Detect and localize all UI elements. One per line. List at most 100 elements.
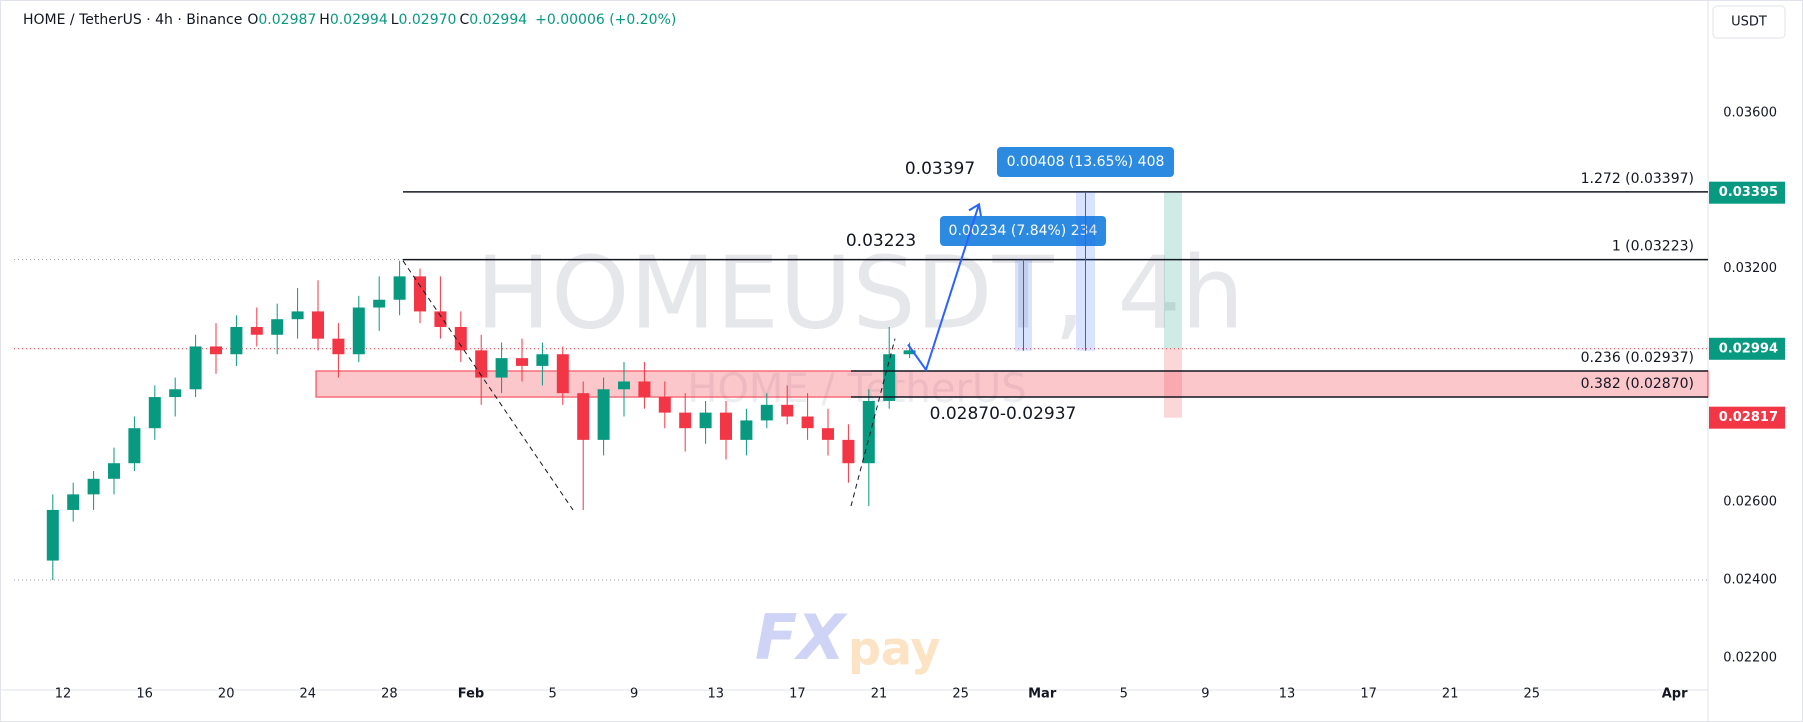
x-tick-label: 5 [1120, 687, 1128, 702]
measure-label: 0.00234 (7.84%) 234 [949, 223, 1098, 239]
candle-body [516, 358, 528, 366]
price-change: +0.00006 (+0.20%) [535, 12, 676, 28]
x-tick-label: 17 [789, 687, 806, 702]
candle-body [352, 307, 365, 355]
ohlc-value: 0.02970 [399, 12, 457, 28]
candle-body [740, 420, 753, 440]
fib-label: 0.382 (0.02870) [1581, 376, 1694, 392]
measure-box [997, 147, 1174, 177]
y-tick-label: 0.02200 [1723, 650, 1777, 665]
target-label: 0.03397 [905, 159, 975, 179]
candle-body [393, 276, 406, 300]
candle-body [801, 416, 814, 429]
projection-arrowhead [968, 202, 982, 217]
ohlc-key: L [391, 12, 399, 28]
candle-body [108, 463, 120, 479]
x-tick-label: Mar [1028, 687, 1057, 702]
candle-body [618, 381, 630, 390]
candle-body [148, 397, 161, 429]
candle-body [46, 509, 59, 561]
price-badge-label: 0.02817 [1719, 410, 1778, 425]
x-tick-label: 5 [548, 687, 556, 702]
x-tick-label: 13 [708, 687, 725, 702]
x-tick-label: 21 [1442, 687, 1459, 702]
candle-body [434, 311, 447, 327]
logo-pay: pay [848, 622, 941, 676]
price-badge-label: 0.03395 [1719, 185, 1778, 200]
y-tick-label: 0.03600 [1723, 105, 1777, 120]
position-loss [1164, 348, 1182, 418]
candle-body [720, 412, 732, 440]
x-tick-label: 9 [1201, 687, 1209, 702]
candle-body [128, 428, 141, 464]
currency-label[interactable]: USDT [1731, 15, 1767, 30]
fib-label: 1.272 (0.03397) [1581, 171, 1694, 187]
candle-body [903, 350, 916, 355]
candle-body [822, 428, 834, 440]
candle-body [291, 311, 304, 320]
candle-body [332, 338, 345, 355]
x-tick-label: 25 [1524, 687, 1541, 702]
ohlc-value: 0.02987 [258, 12, 316, 28]
y-tick-label: 0.02400 [1723, 573, 1777, 588]
candle-body [87, 478, 100, 495]
candle-body [373, 299, 386, 308]
x-tick-label: 28 [381, 687, 398, 702]
ohlc-key: H [319, 12, 330, 28]
watermark: HOMEUSDT, 4h [476, 234, 1245, 351]
fib-label: 0.236 (0.02937) [1581, 350, 1694, 366]
position-profit [1164, 192, 1182, 349]
fib-label: 1 (0.03223) [1612, 239, 1694, 255]
watermark-sub: HOME / TetherUS [687, 366, 1026, 412]
symbol-title: HOME / TetherUS · 4h · Binance [23, 12, 242, 28]
y-tick-label: 0.03200 [1723, 261, 1777, 276]
candle-body [536, 354, 549, 366]
x-tick-label: 16 [136, 687, 153, 702]
candle-body [230, 326, 243, 355]
measure-label: 0.00408 (13.65%) 408 [1007, 154, 1165, 170]
candle-body [760, 404, 773, 421]
candle-body [67, 494, 80, 510]
candle-body [556, 354, 569, 394]
y-tick-label: 0.02600 [1723, 495, 1777, 510]
x-tick-label: 13 [1279, 687, 1296, 702]
ohlc-value: 0.02994 [469, 12, 527, 28]
candle-body [495, 358, 508, 378]
candle-body [454, 326, 467, 351]
x-tick-label: Feb [458, 687, 484, 702]
support-zone [315, 370, 1709, 398]
candle-body [679, 412, 692, 429]
candle-body [169, 389, 182, 398]
candle-body [781, 404, 794, 417]
x-tick-label: 25 [952, 687, 969, 702]
price-badge [1709, 406, 1785, 429]
price-badge-label: 0.02994 [1719, 341, 1778, 356]
x-tick-label: 9 [630, 687, 638, 702]
currency-button[interactable] [1712, 5, 1786, 39]
candle-body [862, 400, 875, 464]
candle-body [699, 412, 712, 429]
measure-box [940, 216, 1106, 246]
candle-body [597, 389, 610, 440]
candle-body [414, 276, 426, 312]
projection-path [907, 204, 980, 373]
zone-label: 0.02870-0.02937 [930, 404, 1077, 424]
candle-body [250, 326, 263, 335]
candle-body [638, 381, 651, 398]
target-label: 0.03223 [846, 231, 916, 251]
x-tick-label: 24 [300, 687, 317, 702]
price-badge [1709, 337, 1785, 360]
candle-body [883, 354, 896, 401]
candle-body [312, 311, 324, 339]
logo-fx: FX [755, 601, 848, 674]
candle-body [475, 350, 488, 378]
candle-body [271, 319, 284, 335]
candle-body [842, 439, 855, 464]
candle-body [210, 346, 222, 355]
ohlc-key: O [247, 12, 258, 28]
candle-body [658, 397, 671, 413]
ohlc-key: C [459, 12, 469, 28]
